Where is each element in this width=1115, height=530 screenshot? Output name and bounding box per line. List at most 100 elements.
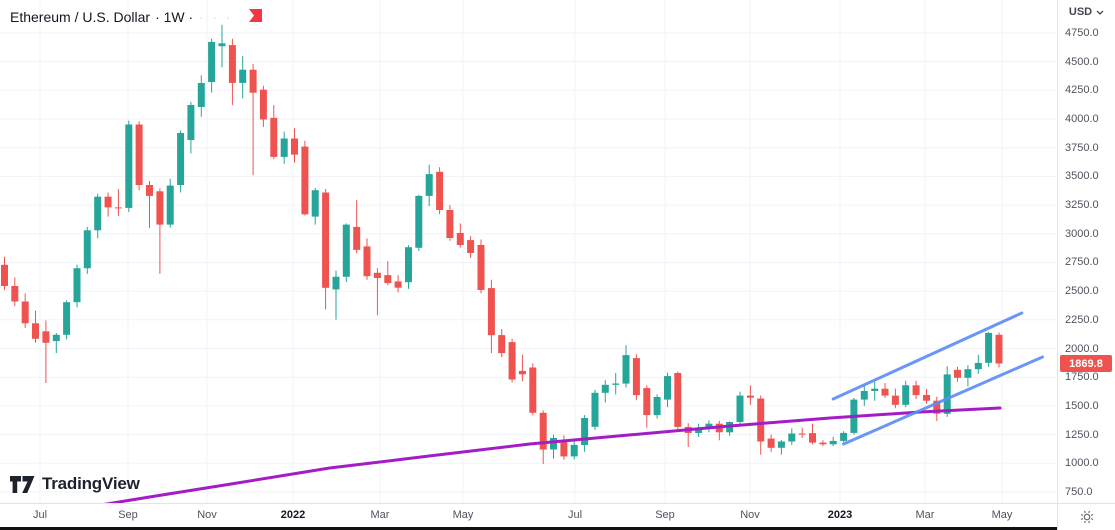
legend-ghost-text: · · · xyxy=(199,10,233,24)
candle xyxy=(881,388,889,396)
price-tick-label: 2750.0 xyxy=(1065,256,1099,268)
candle xyxy=(529,367,537,413)
candle xyxy=(539,412,547,450)
candle xyxy=(954,369,961,378)
channel-lower-trendline[interactable] xyxy=(842,355,1044,446)
interval-label[interactable]: · 1W · xyxy=(155,9,194,25)
time-tick-month-label: Sep xyxy=(655,509,675,521)
symbol-title[interactable]: Ethereum / U.S. Dollar xyxy=(10,9,151,25)
candle xyxy=(63,302,71,335)
candle xyxy=(456,233,464,245)
candle xyxy=(218,43,226,47)
candle xyxy=(601,384,609,393)
price-axis[interactable]: USD 4750.0 4500.0 4250.0 4000.0 3750.0 3500.0… xyxy=(1057,0,1115,503)
candle xyxy=(332,276,340,290)
candle xyxy=(612,383,620,385)
candle xyxy=(788,433,796,442)
candle xyxy=(73,268,81,303)
time-tick-month-label: Mar xyxy=(915,509,935,521)
price-tick-label: 2250.0 xyxy=(1065,314,1099,326)
gear-icon[interactable] xyxy=(1078,508,1096,526)
candle xyxy=(228,45,236,83)
candle xyxy=(653,397,661,416)
candle xyxy=(591,392,599,427)
candlestick-chart[interactable] xyxy=(0,0,1057,509)
price-tick-label: 4250.0 xyxy=(1065,84,1099,96)
candle xyxy=(32,323,39,339)
price-tick-label: 2500.0 xyxy=(1065,285,1099,297)
candle xyxy=(995,334,1003,364)
price-tick-label: 2000.0 xyxy=(1065,343,1099,355)
candle xyxy=(518,370,526,375)
time-tick-month-label: May xyxy=(991,509,1013,521)
time-axis[interactable]: Jul Sep Nov 2022 Mar May Jul Sep Nov 2023 Mar May xyxy=(0,503,1057,527)
chart-legend: Ethereum / U.S. Dollar · 1W · · · · xyxy=(10,7,233,27)
candle xyxy=(342,224,350,277)
candle xyxy=(166,185,174,225)
candle xyxy=(384,275,392,284)
candle xyxy=(487,288,495,336)
candle xyxy=(560,442,568,457)
candle xyxy=(301,146,309,215)
price-tick-label: 1250.0 xyxy=(1065,429,1099,441)
candle xyxy=(52,334,60,342)
candle xyxy=(259,89,267,120)
currency-selector-button[interactable]: USD xyxy=(1058,6,1115,18)
price-tick-label: 4500.0 xyxy=(1065,56,1099,68)
price-tick-label: 3250.0 xyxy=(1065,199,1099,211)
candle xyxy=(177,133,185,185)
candle xyxy=(643,388,651,416)
candle xyxy=(570,444,578,457)
candles-layer xyxy=(1,24,1003,464)
candle xyxy=(373,272,381,278)
candle xyxy=(1,264,8,286)
candle xyxy=(809,433,816,443)
chart-pane[interactable] xyxy=(0,0,1057,509)
tradingview-logo-icon xyxy=(10,475,35,493)
candle xyxy=(767,438,775,448)
flag-icon[interactable] xyxy=(248,9,262,22)
candle xyxy=(923,395,930,401)
candle xyxy=(777,441,785,448)
moving-average-line[interactable] xyxy=(86,406,1002,509)
candle xyxy=(467,240,475,253)
window-bottom-bar xyxy=(0,527,1057,530)
candle xyxy=(798,433,806,435)
candle xyxy=(135,124,143,185)
candle xyxy=(871,388,879,391)
candle xyxy=(415,195,423,248)
candle xyxy=(291,138,298,155)
candle xyxy=(114,207,122,209)
candle xyxy=(104,196,112,208)
candle xyxy=(736,395,744,422)
candle xyxy=(249,69,257,93)
candle xyxy=(353,226,361,250)
candle xyxy=(902,385,910,405)
time-tick-month-label: May xyxy=(452,509,474,521)
last-price-badge: 1869.8 xyxy=(1060,355,1112,372)
candle xyxy=(622,355,630,384)
candle xyxy=(21,301,29,324)
candle xyxy=(829,440,837,445)
time-tick-month-label: Jul xyxy=(567,509,583,521)
grid-lines xyxy=(0,0,1057,503)
currency-label: USD xyxy=(1068,6,1093,18)
candle xyxy=(94,196,102,231)
candle xyxy=(705,423,713,428)
time-tick-month-label: Sep xyxy=(118,509,138,521)
candle xyxy=(425,174,433,196)
candle xyxy=(208,41,216,82)
time-tick-month-label: Nov xyxy=(197,509,217,521)
price-tick-label: 750.0 xyxy=(1065,486,1093,498)
candle xyxy=(933,400,941,414)
time-tick-month-label: Jul xyxy=(32,509,48,521)
candle xyxy=(985,333,993,363)
candle xyxy=(746,395,754,398)
axis-corner xyxy=(1057,503,1115,530)
candle xyxy=(550,438,557,450)
candle xyxy=(695,427,703,433)
candle xyxy=(83,230,91,269)
channel-upper-trendline[interactable] xyxy=(831,311,1024,401)
tradingview-logo[interactable]: TradingView xyxy=(10,474,140,494)
